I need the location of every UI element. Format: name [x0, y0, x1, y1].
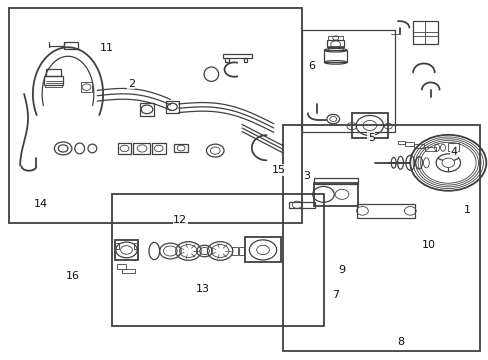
Bar [302, 30, 394, 132]
Bar [231, 247, 237, 255]
Bar [45, 69, 61, 76]
Text: 7: 7 [331, 291, 338, 301]
Bar [282, 126, 479, 351]
Bar [222, 54, 251, 58]
Bar [117, 264, 126, 269]
Bar [44, 85, 62, 87]
Bar [327, 40, 343, 46]
Bar [413, 144, 423, 148]
Bar [115, 240, 138, 260]
Text: 14: 14 [34, 199, 48, 210]
Bar [424, 147, 435, 150]
Bar [324, 50, 346, 62]
Bar [412, 22, 437, 44]
Bar [115, 243, 119, 249]
Bar [224, 58, 228, 62]
Bar [313, 178, 357, 184]
Bar [405, 142, 413, 146]
Text: 2: 2 [127, 79, 135, 89]
Bar [134, 243, 138, 249]
Bar [118, 143, 131, 154]
Bar [43, 76, 63, 85]
Bar [245, 237, 280, 262]
Bar [313, 183, 357, 206]
Bar [351, 113, 387, 138]
Bar [238, 247, 244, 255]
Bar [328, 46, 342, 50]
Text: 3: 3 [303, 171, 310, 181]
Text: 5: 5 [367, 133, 374, 143]
Text: 8: 8 [396, 337, 403, 347]
Bar [133, 143, 150, 154]
Bar [81, 82, 92, 92]
Bar [166, 101, 178, 113]
Bar [9, 8, 302, 223]
Bar [397, 140, 405, 144]
Text: 15: 15 [271, 165, 285, 175]
Text: 11: 11 [100, 43, 114, 53]
Bar [112, 194, 324, 326]
Text: 4: 4 [449, 147, 457, 157]
Bar [140, 103, 154, 116]
Text: 16: 16 [66, 271, 80, 281]
Text: 9: 9 [338, 265, 345, 275]
Text: 10: 10 [421, 240, 435, 250]
Bar [356, 204, 414, 218]
Bar [173, 144, 188, 152]
Text: 6: 6 [307, 61, 315, 71]
Bar [152, 143, 165, 154]
Bar [64, 41, 78, 49]
Bar [328, 36, 342, 40]
Bar [447, 143, 458, 151]
Text: 13: 13 [196, 284, 210, 294]
Bar [243, 58, 247, 62]
Bar [289, 202, 314, 208]
Text: 12: 12 [173, 215, 187, 225]
Bar [122, 269, 135, 273]
Text: 1: 1 [464, 206, 470, 216]
